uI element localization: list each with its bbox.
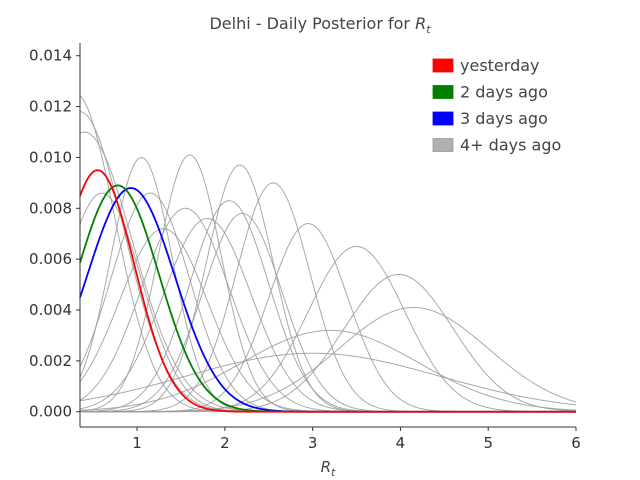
older-series-line-15 (80, 245, 576, 413)
older-series-line-19 (79, 352, 577, 406)
y-tick-label: 0.004 (29, 301, 72, 319)
x-axis-label-subscript: t (331, 466, 336, 479)
legend: yesterday 2 days ago 3 days ago 4+ days ago (432, 56, 561, 155)
older-series-line-4 (79, 156, 576, 413)
older-series-line-3 (79, 192, 576, 413)
x-tick-label: 2 (220, 434, 230, 452)
x-tick-label: 4 (396, 434, 406, 452)
older-series-line-12 (80, 164, 576, 413)
legend-swatch-4-days-ago (432, 138, 454, 152)
x-tick-label: 6 (571, 434, 581, 452)
older-series-line-16 (80, 273, 577, 413)
chart-title-symbol: R (415, 14, 426, 33)
legend-swatch-3-days-ago (432, 111, 454, 126)
x-tick-label: 5 (483, 434, 493, 452)
y-tick-label: 0.000 (29, 403, 72, 421)
y-ticks-group: 0.000 0.002 0.004 0.006 0.008 0.010 0.012 0.014 (29, 47, 80, 421)
chart-title-subscript: t (426, 23, 431, 36)
x-tick-label: 3 (308, 434, 318, 452)
legend-label-3-days-ago: 3 days ago (460, 109, 548, 128)
legend-swatch-yesterday (432, 58, 454, 73)
x-axis-label-symbol: R (321, 458, 331, 476)
legend-swatch-2-days-ago (432, 85, 454, 99)
chart-title-text: Delhi - Daily Posterior for (209, 14, 415, 33)
y-tick-label: 0.010 (29, 148, 72, 166)
series-line-yesterday (79, 169, 576, 413)
y-tick-label: 0.012 (29, 98, 72, 116)
y-tick-label: 0.008 (29, 199, 72, 217)
chart-title: Delhi - Daily Posterior for Rt (209, 14, 431, 36)
x-axis-label: Rt (321, 458, 336, 479)
older-series-line-17 (80, 306, 577, 413)
series-line-3-days-ago (79, 187, 576, 413)
older-series-line-5 (79, 192, 576, 413)
legend-label-2-days-ago: 2 days ago (460, 83, 548, 102)
y-tick-label: 0.006 (29, 250, 72, 268)
x-tick-label: 1 (132, 434, 142, 452)
older-series-line-7 (79, 154, 576, 413)
older-series-line-18 (79, 329, 577, 411)
recent-series-group (79, 169, 576, 413)
legend-label-4-days-ago: 4+ days ago (460, 136, 561, 155)
older-series-line-8 (79, 207, 576, 413)
x-ticks-group: 1 2 3 4 5 6 (132, 427, 581, 452)
y-tick-label: 0.002 (29, 352, 72, 370)
y-tick-label: 0.014 (29, 47, 72, 65)
legend-label-yesterday: yesterday (460, 56, 540, 75)
